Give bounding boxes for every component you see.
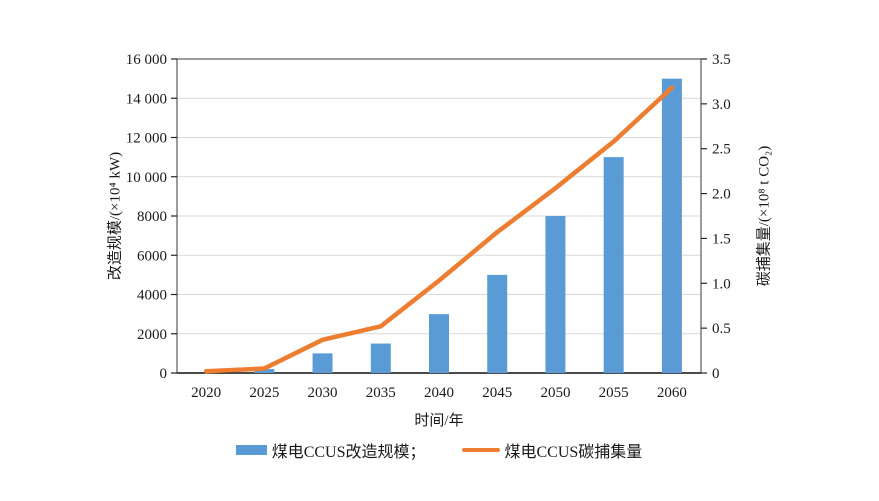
right-axis-tick-label: 0.5 (712, 321, 731, 337)
right-axis-tick-label: 1.0 (712, 276, 731, 292)
x-tick-label: 2020 (191, 385, 221, 401)
bar-2025 (254, 369, 275, 373)
bar-2035 (370, 343, 391, 373)
right-axis-tick-label: 1.5 (712, 231, 731, 247)
left-axis-tick-label: 16 000 (126, 52, 167, 68)
x-tick-label: 2055 (599, 385, 629, 401)
legend-line-swatch-icon (461, 448, 500, 452)
legend-bar-swatch-icon (235, 445, 267, 455)
bar-2030 (312, 353, 333, 373)
x-axis-title: 时间/年 (414, 413, 464, 429)
right-axis-tick-label: 0 (712, 366, 720, 382)
legend-bar-label: 煤电CCUS改造规模； (271, 444, 426, 461)
right-axis-title: 碳捕集量/(×10⁸ t CO₂) (756, 145, 773, 287)
bar-2060 (661, 78, 682, 373)
right-axis-tick-label: 3.0 (712, 97, 731, 113)
legend: 煤电CCUS改造规模； 煤电CCUS碳捕集量 (177, 438, 701, 462)
left-axis-tick-label: 10 000 (126, 170, 167, 186)
left-axis-tick-label: 2000 (137, 327, 167, 343)
bar-2040 (429, 314, 449, 373)
left-axis-tick-label: 8000 (137, 209, 167, 225)
x-tick-label: 2045 (482, 385, 512, 401)
left-axis-tick-label: 12 000 (126, 131, 167, 147)
left-axis-title: 改造规模/(×10⁴ kW) (107, 151, 124, 281)
legend-item-bar-series: 煤电CCUS改造规模； (235, 438, 426, 462)
x-tick-label: 2050 (540, 385, 570, 401)
legend-item-line-series: 煤电CCUS碳捕集量 (461, 438, 643, 462)
x-tick-label: 2040 (424, 385, 454, 401)
x-tick-label: 2060 (657, 385, 687, 401)
line-series (203, 85, 675, 374)
x-tick-label: 2030 (308, 385, 338, 401)
x-tick-label: 2035 (366, 385, 396, 401)
left-axis-tick-label: 6000 (137, 248, 167, 264)
legend-line-label: 煤电CCUS碳捕集量 (504, 444, 643, 461)
right-axis-tick-label: 2.0 (712, 187, 731, 203)
bar-2045 (487, 274, 508, 373)
right-axis-tick-label: 3.5 (712, 52, 731, 68)
x-tick-label: 2025 (249, 385, 279, 401)
right-axis-tick-label: 2.5 (712, 142, 731, 158)
left-axis-tick-label: 14 000 (126, 91, 167, 107)
left-axis-tick-label: 0 (160, 366, 168, 382)
bar-2055 (603, 157, 624, 373)
bar-2050 (545, 216, 566, 373)
left-axis-tick-label: 4000 (137, 288, 167, 304)
